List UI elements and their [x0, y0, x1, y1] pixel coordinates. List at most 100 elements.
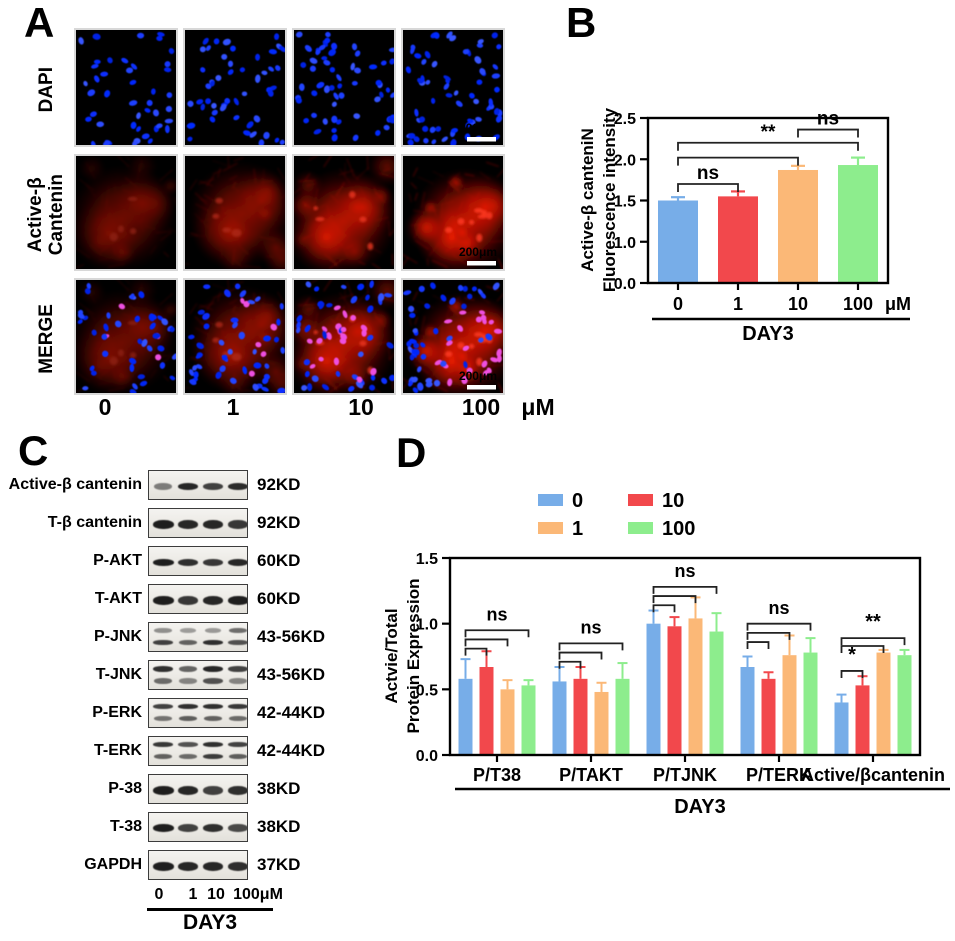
b-sig-label: ns	[697, 163, 719, 184]
panel-d-chart: 0.0 0.5 1.0 1.5 Actvie/Total Protein Expressi…	[382, 551, 950, 818]
blot-image-8	[148, 774, 248, 804]
blot-image-3	[148, 584, 248, 614]
blot-protein-label-2: P-AKT	[93, 552, 142, 569]
d-ylabel-line2: Protein Expression	[404, 579, 423, 734]
bar-d-P/T38-10	[479, 667, 494, 755]
bar-d-P/TERK-10	[761, 678, 776, 755]
dose-unit-label: μM	[521, 394, 555, 420]
b-ytick-label: 2.0	[614, 152, 636, 169]
b-xtick-label: 0	[673, 294, 683, 314]
blot-lane-label-1: 1	[188, 886, 198, 903]
d-xtick-label: Active/βcantenin	[801, 765, 945, 785]
d-day3-label: DAY3	[674, 796, 726, 818]
b-xtick-label: 100	[843, 294, 873, 314]
bar-d-P/TJNK-1	[688, 618, 703, 755]
bar-d-P/TAKT-10	[573, 678, 588, 755]
blot-protein-label-8: P-38	[108, 780, 142, 797]
micrograph-dapi-100um: 200μm	[401, 28, 505, 147]
d-xtick-label: P/TERK	[746, 765, 812, 785]
blot-image-0	[148, 470, 248, 500]
d-sig-bracket	[746, 622, 812, 631]
b-sig-bracket	[677, 141, 859, 151]
legend-label-1: 1	[572, 518, 584, 540]
bar-d-P/TAKT-1	[594, 691, 609, 755]
bar-d-P/TERK-1	[782, 655, 797, 755]
micrograph-merge-0um	[74, 278, 178, 395]
d-sig-bracket	[464, 638, 509, 647]
bar-d-Active/βcantenin-10	[855, 685, 870, 755]
d-sig-bracket	[464, 647, 488, 656]
b-xtick-label: 10	[788, 294, 808, 314]
blot-protein-label-7: T-ERK	[94, 742, 142, 759]
blot-image-6	[148, 698, 248, 728]
blot-image-9	[148, 812, 248, 842]
d-sig-bracket	[652, 585, 718, 594]
legend-swatch-0	[538, 494, 563, 506]
d-xtick-label: P/TJNK	[653, 765, 717, 785]
western-blot-panel: Active-β cantenin 92KD T-β cantenin 92KD P-A…	[0, 0, 360, 941]
bar-b-10	[778, 169, 818, 283]
micrograph-dapi-10um	[292, 28, 396, 147]
d-sig-label: *	[848, 644, 856, 666]
b-sig-label: **	[761, 122, 776, 143]
bar-b-0	[658, 200, 698, 283]
b-day3-label: DAY3	[742, 323, 794, 345]
micrograph-red-100um: 200μm	[401, 154, 505, 271]
blot-protein-label-1: T-β cantenin	[47, 514, 142, 531]
b-ytick-label: 2.5	[614, 111, 636, 128]
b-unit-label: μM	[885, 294, 911, 314]
d-sig-label: ns	[768, 598, 789, 618]
b-ytick-label: 0.0	[614, 276, 636, 293]
blot-kd-label-1: 92KD	[257, 513, 301, 532]
dose-label-1: 1	[226, 394, 240, 420]
blot-lane-label-10: 10	[207, 886, 225, 903]
dose-label-100: 100	[461, 394, 501, 420]
d-ytick-label: 0.0	[416, 748, 438, 765]
blot-day3-label: DAY3	[182, 911, 238, 934]
bar-d-P/TJNK-10	[667, 626, 682, 755]
blot-kd-label-9: 38KD	[257, 817, 301, 836]
b-ylabel-line2: Fluorescence intensity	[600, 107, 619, 292]
blot-kd-label-2: 60KD	[257, 551, 301, 570]
b-sig-bracket	[677, 156, 799, 166]
b-ytick-label: 1.5	[614, 194, 636, 211]
d-sig-bracket	[464, 629, 530, 638]
bar-d-P/TJNK-100	[709, 631, 724, 755]
blot-kd-label-4: 43-56KD	[257, 627, 326, 646]
d-ytick-label: 0.5	[416, 682, 438, 699]
d-sig-bracket	[558, 651, 603, 660]
d-ylabel-line1: Actvie/Total	[382, 608, 401, 703]
panel-d-label: D	[396, 429, 427, 476]
scalebar-text: 200μm	[459, 369, 497, 383]
b-ytick-label: 1.0	[614, 235, 636, 252]
bar-d-Active/βcantenin-0	[834, 702, 849, 755]
d-sig-bracket	[746, 641, 770, 650]
d-sig-label: ns	[486, 604, 507, 624]
panel-a-label: A	[24, 0, 55, 46]
b-sig-label: ns	[817, 109, 839, 130]
d-sig-bracket	[840, 670, 864, 678]
d-sig-bracket	[558, 660, 582, 669]
blot-protein-label-5: T-JNK	[95, 666, 142, 683]
bar-d-P/TERK-100	[803, 652, 818, 755]
micrograph-merge-1um	[183, 278, 287, 395]
bar-d-P/T38-100	[521, 685, 536, 755]
micrograph-grid: 200μm 200μm 200μm	[0, 0, 955, 420]
blot-protein-label-6: P-ERK	[92, 704, 142, 721]
bar-d-P/TJNK-0	[646, 623, 661, 755]
d-ytick-label: 1.5	[416, 551, 438, 568]
blot-protein-label-10: GAPDH	[84, 856, 142, 873]
blot-protein-label-9: T-38	[109, 818, 142, 835]
b-xtick-label: 1	[733, 294, 743, 314]
d-sig-bracket	[558, 642, 624, 651]
legend-swatch-1	[538, 522, 563, 534]
d-ytick-label: 1.0	[416, 617, 438, 634]
d-sig-bracket	[840, 637, 906, 646]
b-ylabel-line1: Active-β canteniN	[578, 128, 597, 272]
blot-kd-label-3: 60KD	[257, 589, 301, 608]
panel-c-label: C	[18, 427, 49, 474]
legend-swatch-10	[628, 494, 653, 506]
b-sig-bracket	[797, 128, 859, 138]
